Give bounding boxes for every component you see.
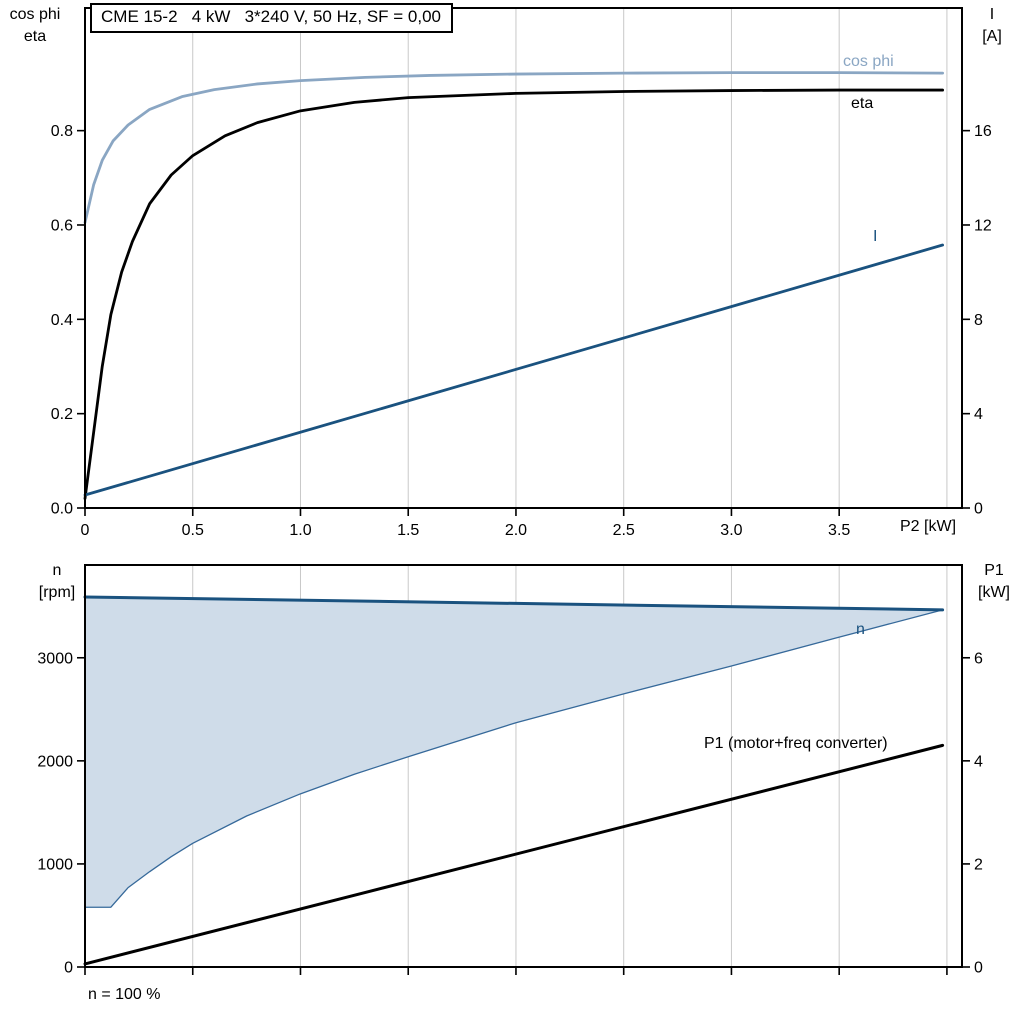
plot-frame: [84, 7, 963, 509]
x-tick-label: 0.5: [182, 522, 204, 539]
top-left-axis-label-line2: eta: [23, 27, 47, 45]
speed-range-band: [85, 596, 943, 908]
left-tick-label: 0: [64, 960, 73, 977]
series-p1-motor-freq-converter-: [83, 743, 945, 966]
bottom-right-axis-label: P1 [kW]: [968, 560, 1020, 603]
top-right-axis-label: I [A]: [966, 4, 1018, 47]
x-tick-label: 0: [81, 522, 90, 539]
x-tick-label: 1.5: [397, 522, 419, 539]
right-tick-label: 8: [974, 312, 983, 329]
right-tick-label: 0: [974, 960, 983, 977]
right-tick-label: 4: [974, 406, 983, 423]
bottom-right-axis-label-line2: [kW]: [978, 583, 1010, 601]
series-cos-phi: [83, 71, 945, 225]
speed-curve-label: n: [856, 621, 865, 638]
plot-frame: [84, 564, 963, 968]
x-tick-label: 3.5: [828, 522, 850, 539]
eta-curve-label: eta: [851, 95, 874, 112]
series-n: [83, 595, 945, 612]
left-tick-label: 1000: [37, 856, 73, 873]
top-left-axis-label-line1: cos phi: [9, 6, 61, 23]
bottom-left-axis-label-line1: n: [52, 562, 62, 579]
current-curve-label: I: [873, 228, 878, 245]
x-tick-label: 2.0: [505, 522, 527, 539]
bottom-right-axis-label-line1: P1: [984, 562, 1004, 579]
chart-title-box: CME 15-2 4 kW 3*240 V, 50 Hz, SF = 0,00: [90, 3, 454, 33]
right-tick-label: 16: [974, 123, 992, 140]
bottom-left-axis-label: n [rpm]: [28, 560, 86, 603]
left-tick-label: 0.0: [51, 501, 73, 518]
top-right-axis-label-line1: I: [989, 6, 995, 23]
left-tick-label: 0.6: [51, 217, 73, 234]
left-tick-label: 3000: [37, 650, 73, 667]
right-tick-label: 2: [974, 856, 983, 873]
band-lower-edge: [85, 609, 943, 908]
right-tick-label: 6: [974, 650, 983, 667]
bottom-left-axis-label-line2: [rpm]: [38, 583, 76, 601]
right-tick-label: 0: [974, 501, 983, 518]
x-tick-label: 3.0: [720, 522, 742, 539]
top-x-axis-label: P2 [kW]: [900, 518, 957, 535]
series-eta: [83, 88, 945, 500]
left-tick-label: 0.8: [51, 123, 73, 140]
p1-curve-label: P1 (motor+freq converter): [704, 735, 888, 752]
right-tick-label: 12: [974, 217, 992, 234]
left-tick-label: 0.4: [51, 312, 73, 329]
top-right-axis-label-line2: [A]: [982, 27, 1002, 45]
footnote-n-100-percent: n = 100 %: [88, 986, 161, 1003]
left-tick-label: 2000: [37, 753, 73, 770]
top-left-axis-label: cos phi eta: [4, 4, 66, 47]
left-tick-label: 0.2: [51, 406, 73, 423]
x-tick-label: 1.0: [289, 522, 311, 539]
cos-phi-curve-label: cos phi: [843, 53, 894, 70]
right-tick-label: 4: [974, 753, 983, 770]
x-tick-label: 2.5: [613, 522, 635, 539]
series-i: [83, 243, 945, 497]
